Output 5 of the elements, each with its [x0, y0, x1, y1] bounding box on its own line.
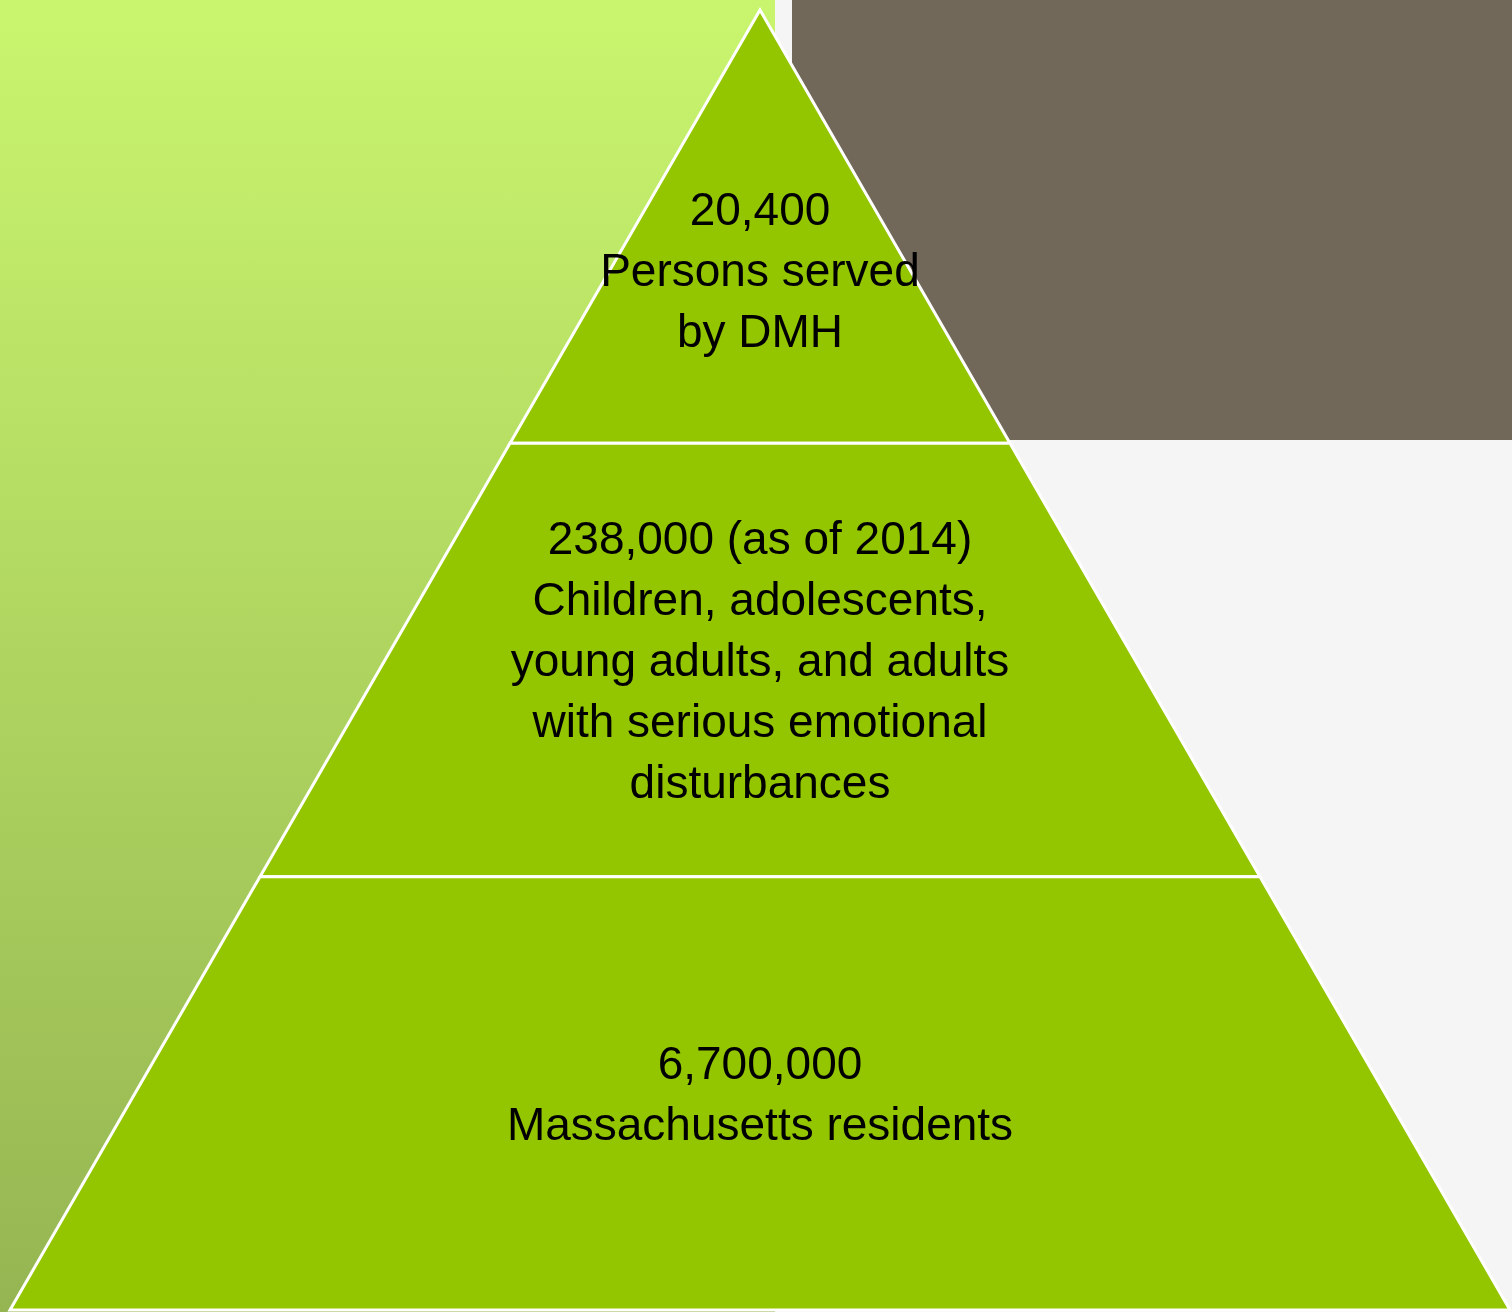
data-label: 20,400	[689, 183, 831, 235]
data-label: 238,000 (as of 2014)	[547, 512, 973, 564]
category-label: Massachusetts residents	[506, 1097, 1014, 1150]
data-label: 6,700,000	[657, 1036, 863, 1089]
category-label: Children, adolescents, young adults, and adults with serious emotional disturbances	[510, 573, 1010, 808]
